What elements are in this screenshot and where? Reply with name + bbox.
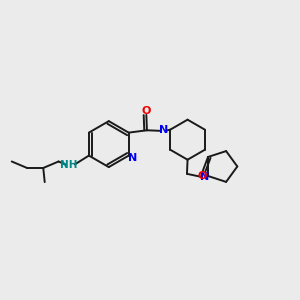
Text: N: N (200, 172, 209, 182)
Text: N: N (159, 125, 169, 135)
Text: NH: NH (60, 160, 78, 170)
Text: O: O (142, 106, 151, 116)
Text: N: N (128, 153, 137, 163)
Text: O: O (197, 171, 207, 181)
